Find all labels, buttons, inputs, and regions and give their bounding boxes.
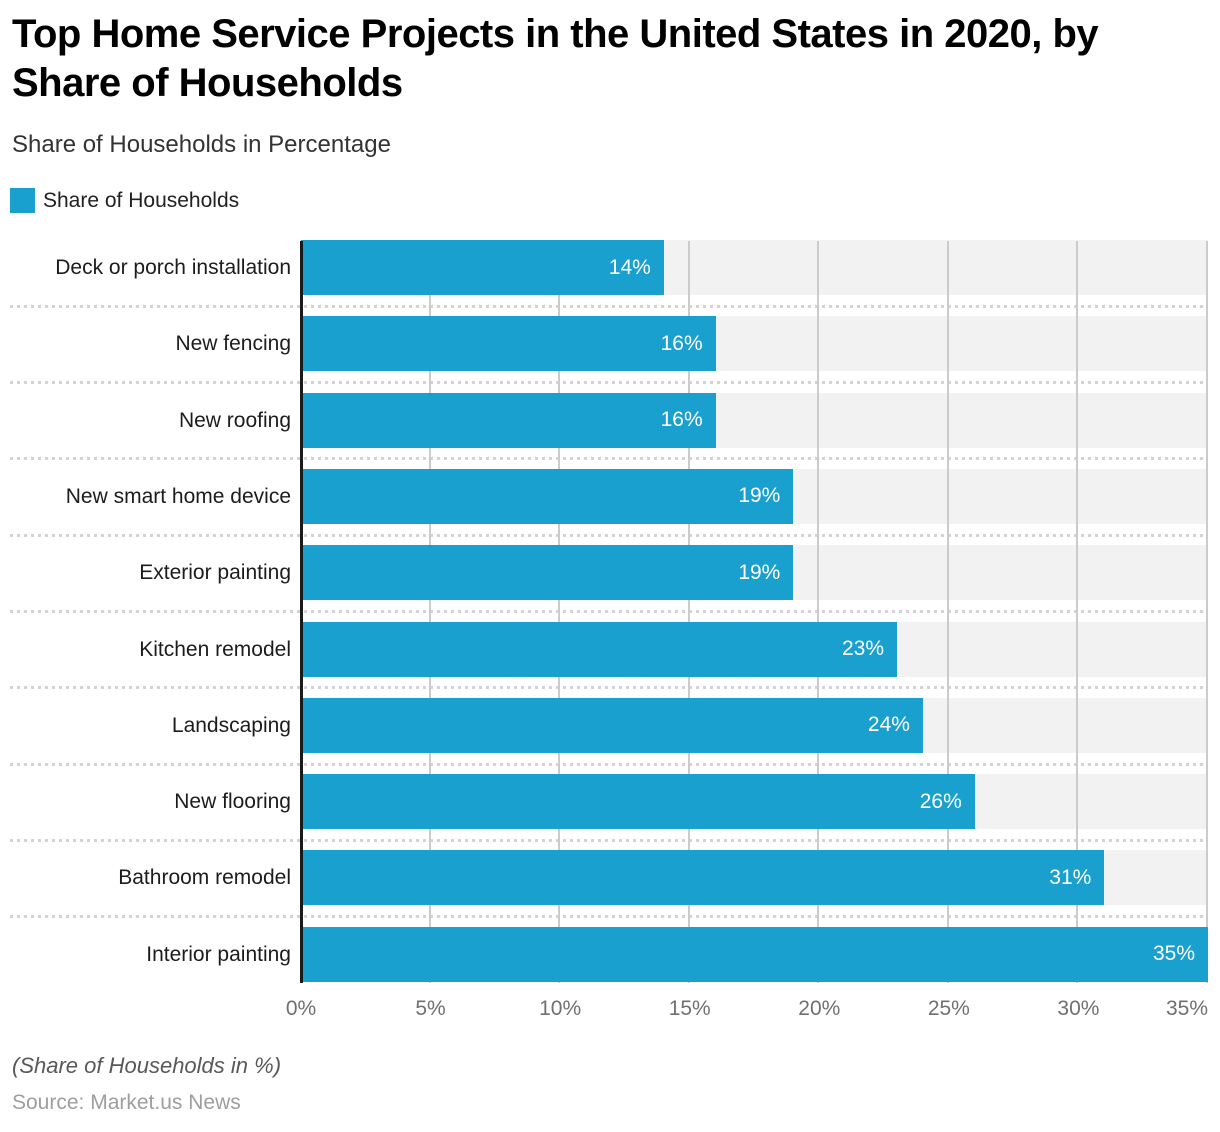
category-label: Landscaping bbox=[171, 713, 291, 737]
bar-chart: Deck or porch installation 14% New fenci… bbox=[0, 230, 1220, 993]
bar-value-label: 23% bbox=[841, 637, 885, 660]
legend-swatch-icon bbox=[10, 188, 35, 213]
bar: 14% bbox=[301, 240, 664, 295]
category-label: Kitchen remodel bbox=[139, 637, 291, 661]
x-tick-label: 20% bbox=[798, 997, 841, 1020]
bar-track: 19% bbox=[301, 468, 1208, 524]
bar: 35% bbox=[301, 926, 1208, 982]
category-label: New smart home device bbox=[65, 484, 291, 508]
row-separator bbox=[10, 304, 1208, 308]
row-separator bbox=[10, 838, 1208, 842]
row-separator bbox=[10, 381, 1208, 385]
bar-track: 31% bbox=[301, 850, 1208, 906]
bar-row: New flooring 26% bbox=[0, 764, 1220, 840]
axis-note: (Share of Households in %) bbox=[12, 1053, 282, 1078]
bar-value-label: 24% bbox=[867, 713, 910, 737]
bar: 16% bbox=[301, 392, 716, 448]
bar-value-label: 26% bbox=[919, 789, 962, 813]
bar-row: New smart home device 19% bbox=[0, 459, 1220, 535]
x-tick-label: 5% bbox=[415, 997, 446, 1020]
category-label: Exterior painting bbox=[139, 561, 291, 585]
bar-track: 26% bbox=[301, 774, 1208, 830]
x-tick-label: 15% bbox=[668, 997, 711, 1020]
bar-row: Kitchen remodel 23% bbox=[0, 612, 1220, 688]
bar-value-label: 19% bbox=[738, 560, 781, 584]
bar-track: 16% bbox=[301, 392, 1208, 448]
x-tick-label: 30% bbox=[1057, 997, 1100, 1020]
bar-row: New roofing 16% bbox=[0, 383, 1220, 459]
chart-subtitle: Share of Households in Percentage bbox=[12, 131, 391, 158]
x-tick-label: 25% bbox=[927, 997, 970, 1020]
gridline bbox=[428, 241, 431, 983]
bar-row: Interior painting 35% bbox=[0, 917, 1220, 993]
bar-row: Deck or porch installation 14% bbox=[0, 230, 1220, 306]
bar-row: Bathroom remodel 31% bbox=[0, 840, 1220, 916]
row-separator bbox=[10, 533, 1208, 537]
source-credit: Source: Market.us News bbox=[12, 1091, 241, 1114]
bar-track: 14% bbox=[301, 240, 1208, 295]
bar: 24% bbox=[301, 697, 923, 753]
bar: 31% bbox=[301, 850, 1105, 906]
category-label: New fencing bbox=[175, 332, 291, 356]
x-axis: 0% 5% 10% 15% 20% 25% 30% 35% bbox=[0, 993, 1220, 1025]
bar-track: 35% bbox=[301, 926, 1208, 982]
bar: 23% bbox=[301, 621, 898, 677]
y-axis-line bbox=[300, 241, 303, 983]
bar-value-label: 14% bbox=[608, 255, 651, 279]
bar-track: 23% bbox=[301, 621, 1208, 677]
x-tick-label: 10% bbox=[539, 997, 582, 1020]
bar-value-label: 16% bbox=[660, 331, 703, 355]
bar: 16% bbox=[301, 316, 716, 372]
gridline bbox=[946, 241, 949, 983]
bar-track: 24% bbox=[301, 697, 1208, 753]
x-tick-label: 0% bbox=[285, 997, 317, 1020]
bar-value-label: 35% bbox=[1152, 942, 1195, 966]
gridline bbox=[558, 241, 561, 983]
bar-value-label: 31% bbox=[1049, 865, 1092, 889]
bar: 26% bbox=[301, 774, 975, 830]
legend: Share of Households bbox=[10, 188, 239, 213]
bar: 19% bbox=[301, 468, 794, 524]
legend-label: Share of Households bbox=[43, 188, 240, 212]
bar-track: 19% bbox=[301, 545, 1208, 601]
x-tick-label: 35% bbox=[1165, 997, 1208, 1020]
gridline bbox=[687, 241, 690, 983]
row-separator bbox=[10, 686, 1208, 690]
category-label: Bathroom remodel bbox=[118, 866, 291, 890]
category-label: New flooring bbox=[174, 790, 291, 814]
row-separator bbox=[10, 610, 1208, 613]
category-label: Deck or porch installation bbox=[55, 256, 291, 279]
gridline bbox=[817, 241, 820, 983]
bar-row: New fencing 16% bbox=[0, 306, 1220, 382]
bar-row: Exterior painting 19% bbox=[0, 535, 1220, 611]
bar-track: 16% bbox=[301, 316, 1208, 372]
category-label: New roofing bbox=[178, 408, 291, 432]
gridline bbox=[1206, 241, 1208, 983]
row-separator bbox=[10, 762, 1208, 766]
category-label: Interior painting bbox=[146, 942, 291, 966]
bar: 19% bbox=[301, 545, 794, 601]
bar-row: Landscaping 24% bbox=[0, 688, 1220, 764]
bar-value-label: 16% bbox=[660, 408, 703, 432]
row-separator bbox=[10, 457, 1208, 461]
page-title: Top Home Service Projects in the United … bbox=[12, 12, 1099, 105]
row-separator bbox=[10, 915, 1208, 919]
bar-value-label: 19% bbox=[738, 484, 781, 508]
gridline bbox=[1076, 241, 1079, 983]
